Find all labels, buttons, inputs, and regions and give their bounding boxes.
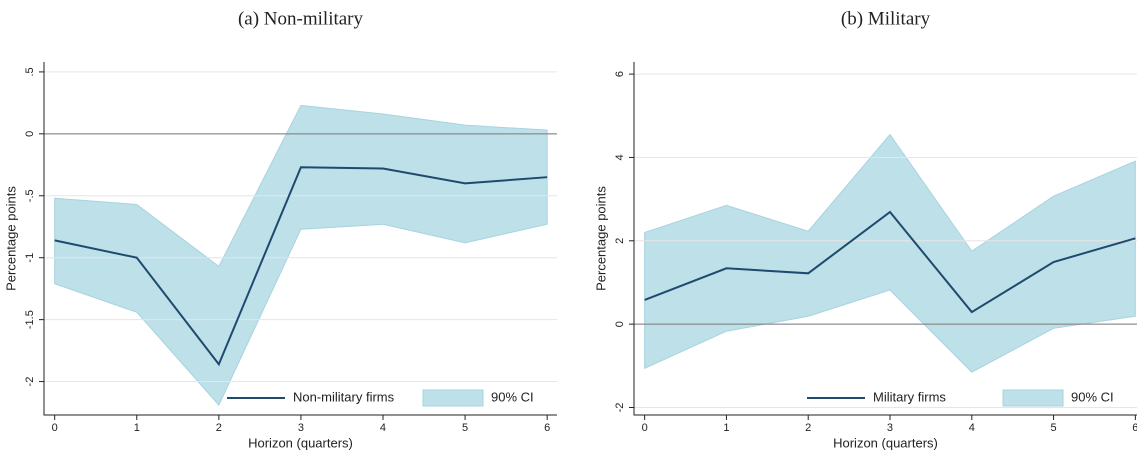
plot-frame — [633, 62, 1137, 416]
ci-band — [644, 133, 1136, 373]
y-tick-label: 6 — [614, 71, 626, 77]
y-tick-label: -1.5 — [24, 310, 36, 329]
x-tick-label: 5 — [1051, 422, 1057, 434]
x-tick-label: 6 — [1132, 422, 1137, 434]
legend-label: Military firms — [873, 389, 946, 404]
legend-swatch — [422, 389, 484, 407]
x-tick-label: 5 — [462, 422, 468, 434]
y-axis-label: Percentage points — [3, 186, 18, 291]
legend-label: Non-military firms — [293, 389, 395, 404]
x-tick-label: 2 — [805, 422, 811, 434]
x-tick-label: 0 — [52, 422, 58, 434]
y-axis-label: Percentage points — [593, 186, 608, 291]
series-line — [644, 210, 1136, 314]
x-tick-label: 4 — [969, 422, 975, 434]
ci-band — [54, 104, 548, 406]
y-tick-label: -1 — [24, 253, 36, 263]
legend-swatch — [1002, 389, 1064, 407]
legend-label: 90% CI — [491, 389, 534, 404]
y-tick-label: .5 — [24, 67, 36, 76]
x-tick-label: 2 — [216, 422, 222, 434]
x-tick-label: 0 — [642, 422, 648, 434]
y-tick-label: -2 — [614, 403, 626, 413]
y-tick-label: -2 — [24, 377, 36, 387]
chart-title: (a) Non-military — [238, 8, 364, 29]
x-axis-label: Horizon (quarters) — [248, 435, 353, 450]
x-tick-label: 4 — [380, 422, 386, 434]
y-tick-label: 0 — [614, 321, 626, 327]
x-tick-label: 3 — [298, 422, 304, 434]
chart-title: (b) Military — [841, 8, 931, 29]
x-tick-label: 1 — [134, 422, 140, 434]
y-tick-label: 2 — [614, 238, 626, 244]
x-tick-label: 6 — [544, 422, 550, 434]
x-tick-label: 1 — [723, 422, 729, 434]
y-tick-label: 4 — [614, 154, 626, 160]
x-tick-label: 3 — [887, 422, 893, 434]
y-tick-label: 0 — [24, 131, 36, 137]
series-line — [54, 166, 548, 367]
x-axis-label: Horizon (quarters) — [833, 435, 938, 450]
plot-frame — [43, 62, 557, 416]
y-tick-label: -.5 — [24, 189, 36, 202]
legend-label: 90% CI — [1071, 389, 1114, 404]
